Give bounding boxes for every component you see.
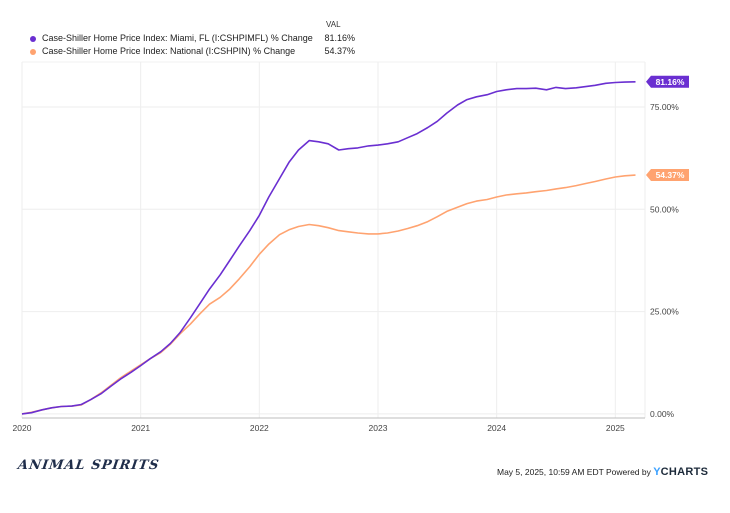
y-axis-labels: 0.00% 25.00% 50.00% 75.00% (650, 102, 679, 419)
x-tick-label: 2024 (487, 423, 506, 433)
x-tick-label: 2021 (131, 423, 150, 433)
animal-spirits-logo: ANIMAL SPIRITS (16, 458, 161, 473)
footer-date-text: May 5, 2025, 10:59 AM EDT Powered by (497, 467, 651, 477)
end-label-text: 54.37% (656, 170, 685, 180)
legend-dot-icon (30, 49, 36, 55)
ycharts-logo[interactable]: CHARTS (660, 466, 709, 478)
series-line-national[interactable] (21, 174, 636, 415)
legend-value: 81.16% (324, 33, 355, 43)
y-tick-label: 0.00% (650, 409, 675, 419)
end-value-labels: 81.16% 54.37% (646, 75, 689, 182)
footer-timestamp: May 5, 2025, 10:59 AM EDT Powered by YCH… (497, 466, 708, 478)
x-tick-label: 2020 (13, 423, 32, 433)
x-tick-label: 2025 (606, 423, 625, 433)
end-label-flag (646, 75, 689, 88)
y-tick-label: 50.00% (650, 204, 679, 214)
series-lines (21, 81, 636, 415)
ycharts-y-icon: Y (653, 466, 661, 478)
x-tick-label: 2022 (250, 423, 269, 433)
end-label-text: 81.16% (656, 77, 685, 87)
grid-lines (21, 61, 646, 419)
legend-label: Case-Shiller Home Price Index: National … (42, 46, 296, 56)
legend-dot-icon (30, 36, 36, 42)
x-tick-label: 2023 (369, 423, 388, 433)
end-label-flag (646, 169, 689, 182)
legend-label: Case-Shiller Home Price Index: Miami, FL… (42, 33, 313, 43)
y-tick-label: 75.00% (650, 102, 679, 112)
y-tick-label: 25.00% (650, 307, 679, 317)
legend-value: 54.37% (324, 46, 355, 56)
end-label-national: 54.37% (646, 169, 689, 182)
legend-header: VAL (326, 20, 341, 29)
x-axis-labels: 2020 2021 2022 2023 2024 2025 (13, 423, 626, 433)
end-label-miami: 81.16% (646, 75, 689, 88)
series-line-miami[interactable] (21, 81, 636, 415)
